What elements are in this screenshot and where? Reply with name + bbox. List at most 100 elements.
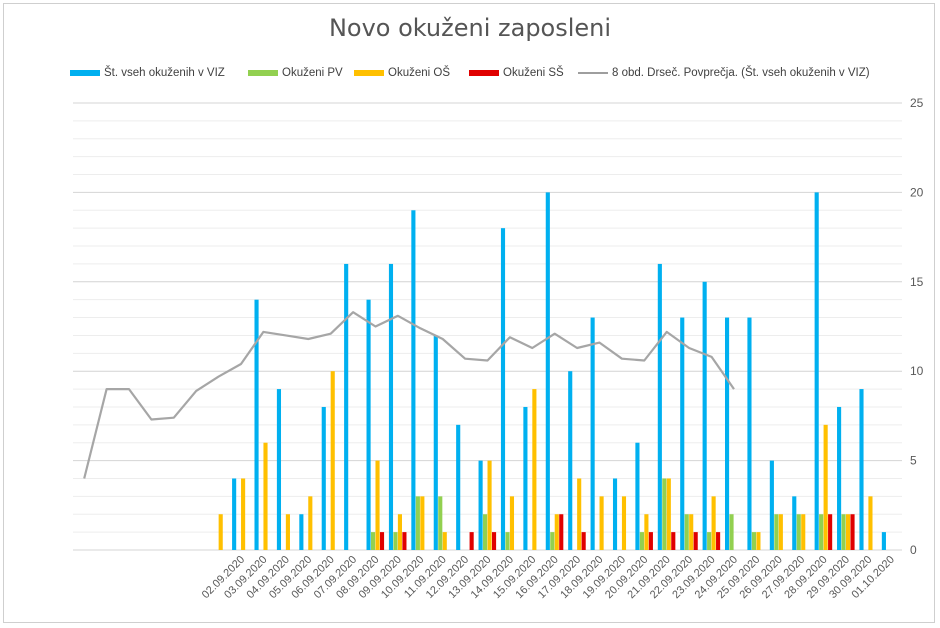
bar-pv [729,514,734,550]
bar-pv [707,532,712,550]
bar-pv [684,514,689,550]
bar-viz [523,406,528,550]
bar-os [375,460,380,550]
bar-viz [276,389,282,550]
bar-os [218,514,223,550]
legend-swatch-average [578,71,608,74]
bar-ss [648,532,653,550]
bar-pv [662,478,667,550]
bar-os [263,442,268,550]
legend-item-average: 8 obd. Drseč. Povprečja. (Št. vseh okuže… [578,67,870,79]
bar-ss [716,532,721,550]
legend-swatch-ss [469,69,499,76]
y-tick-label: 15 [910,275,924,289]
bar-ss [828,514,833,550]
legend-label-pv: Okuženi PV [282,67,343,79]
legend-item-ss: Okuženi SŠ [469,67,564,79]
y-tick-label: 5 [910,454,917,468]
bar-pv [393,532,398,550]
bar-viz [344,263,349,550]
bar-viz [388,263,394,550]
bar-ss [379,532,385,550]
bar-pv [819,514,824,550]
bar-viz [881,532,886,550]
bar-os [554,514,559,550]
bar-pv [370,532,376,550]
bar-viz [769,460,774,550]
bar-os [778,514,783,550]
bar-viz [299,514,304,550]
bar-pv [505,532,510,550]
bar-ss [491,532,497,550]
bar-pv [796,514,801,550]
legend-label-ss: Okuženi SŠ [503,67,564,79]
bar-os [285,514,290,550]
bar-viz [702,281,707,550]
bar-ss [671,532,676,550]
bar-os [666,478,671,550]
y-tick-label: 10 [910,364,924,378]
bar-os [711,496,716,550]
bar-os [330,371,335,550]
bar-os [397,514,403,550]
bar-os [845,514,851,550]
bar-pv [639,532,644,550]
bar-viz [590,317,595,550]
bar-viz [792,496,797,550]
bar-viz [657,263,662,550]
legend-label-os: Okuženi OŠ [388,67,450,79]
bar-pv [415,496,420,550]
y-tick-label: 0 [910,543,917,557]
bar-os [644,514,649,550]
bar-os [868,496,873,550]
bar-viz [837,406,842,550]
bar-os [621,496,627,550]
bar-os [532,389,537,550]
bar-viz [545,192,550,550]
bar-os [599,496,604,550]
bar-os [241,478,246,550]
bar-pv [841,514,846,550]
bar-viz [724,317,730,550]
bar-os [487,460,492,550]
y-tick-label: 25 [910,96,924,110]
bar-viz [635,442,640,550]
bar-viz [478,460,483,550]
legend-item-pv: Okuženi PV [248,67,343,79]
bar-ss [693,532,698,550]
bar-viz [859,389,864,550]
legend-label-viz: Št. vseh okuženih v VIZ [104,67,225,79]
bar-pv [751,532,757,550]
bar-viz [568,371,573,550]
bar-viz [680,317,685,550]
bar-ss [850,514,855,550]
bar-viz [321,406,326,550]
bar-viz [411,210,416,550]
bar-viz [456,424,461,550]
bar-os [308,496,313,550]
bar-viz [612,478,618,550]
legend-label-average: 8 obd. Drseč. Povprečja. (Št. vseh okuže… [612,67,870,79]
bar-viz [500,228,506,550]
bar-os [823,424,828,550]
bar-pv [438,496,443,550]
bar-os [420,496,425,550]
bar-os [509,496,515,550]
bar-os [442,532,447,550]
y-tick-label: 20 [910,185,924,199]
bar-pv [483,514,488,550]
bar-os [577,478,582,550]
bar-ss [581,532,586,550]
bar-pv [774,514,779,550]
bar-os [689,514,694,550]
bar-ss [559,514,564,550]
bar-ss [402,532,407,550]
bar-viz [232,478,237,550]
bar-pv [550,532,555,550]
legend-swatch-viz [70,69,100,76]
legend-swatch-pv [248,69,278,76]
bar-viz [747,317,752,550]
bar-viz [433,335,438,550]
bar-viz [254,299,259,550]
